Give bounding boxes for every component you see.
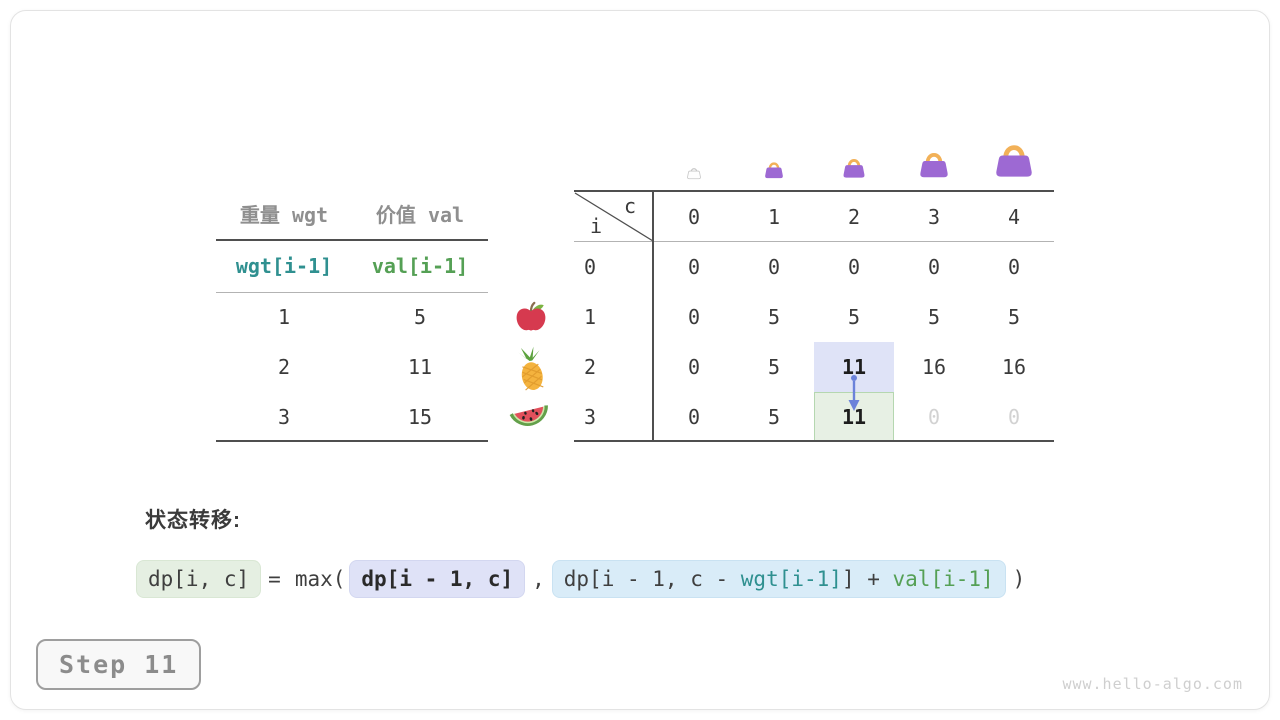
item-3-value: 15 [407, 405, 433, 429]
dp-col-header-1: 1 [767, 205, 781, 229]
item-1-weight: 1 [277, 305, 291, 329]
pineapple-icon [508, 341, 554, 397]
dp-cell-r3c1: 5 [767, 405, 781, 429]
dp-cell-r1c4: 5 [1007, 305, 1021, 329]
items-var-wgt: wgt[i-1] [235, 254, 333, 278]
dp-cell-r2c1: 5 [767, 355, 781, 379]
bag-medium-icon [841, 155, 867, 180]
items-var-val: val[i-1] [371, 254, 469, 278]
formula-arg2-box: dp[i - 1, c - wgt[i-1]] + val[i-1] [551, 560, 1006, 598]
transition-formula: dp[i, c] = max( dp[i - 1, c] , dp[i - 1,… [136, 558, 1032, 600]
bag-small-icon [763, 159, 785, 180]
dp-table-top-rule [574, 190, 1054, 192]
dp-cell-r2c3: 16 [921, 355, 947, 379]
transition-arrow-icon [846, 374, 862, 412]
dp-row-header-3: 3 [583, 405, 597, 429]
dp-col-var: c [623, 194, 636, 218]
items-table-top-rule [216, 239, 488, 241]
formula-close-paren: ) [1012, 567, 1026, 591]
dp-col-header-0: 0 [687, 205, 701, 229]
dp-cell-r3c3: 0 [927, 405, 941, 429]
dp-cell-r0c0: 0 [687, 255, 701, 279]
item-1-value: 5 [413, 305, 427, 329]
dp-cell-r3c0: 0 [687, 405, 701, 429]
formula-arg2-prefix: dp[i - 1, c - [563, 567, 741, 591]
dp-table-vertical-rule [652, 190, 654, 442]
formula-arg2-val: val[i-1] [892, 567, 994, 591]
diagonal-divider-icon [574, 192, 654, 242]
bag-ghost-icon [686, 165, 702, 180]
formula-lhs-box: dp[i, c] [136, 560, 262, 598]
items-table: 重量 wgt 价值 val wgt[i-1] val[i-1] 1 5 2 11… [216, 186, 488, 442]
bag-large-icon [917, 148, 951, 180]
item-2-value: 11 [407, 355, 433, 379]
transition-label: 状态转移: [145, 509, 241, 532]
bag-xlarge-icon [992, 139, 1036, 180]
dp-cell-r1c3: 5 [927, 305, 941, 329]
step-badge: Step 11 [36, 639, 202, 690]
item-2-weight: 2 [277, 355, 291, 379]
dp-row-var: i [590, 214, 603, 238]
apple-icon [513, 300, 549, 336]
dp-cell-r0c2: 0 [847, 255, 861, 279]
dp-cell-r2c0: 0 [687, 355, 701, 379]
dp-cell-r3c4: 0 [1007, 405, 1021, 429]
items-table-bottom-rule [216, 440, 488, 442]
dp-cell-r1c2: 5 [847, 305, 861, 329]
dp-row-header-0: 0 [583, 255, 597, 279]
formula-arg2-middle: ] + [841, 567, 893, 591]
dp-cell-r0c1: 0 [767, 255, 781, 279]
dp-cell-r1c1: 5 [767, 305, 781, 329]
dp-col-header-3: 3 [927, 205, 941, 229]
formula-equals: = [268, 567, 281, 591]
dp-table: c i 0 1 2 3 4 0 0 0 0 0 0 1 0 5 5 5 5 2 … [574, 192, 1054, 442]
formula-arg2-wgt: wgt[i-1] [740, 567, 842, 591]
formula-arg1-box: dp[i - 1, c] [349, 560, 526, 598]
watermelon-icon [506, 397, 557, 441]
items-table-mid-rule [216, 292, 488, 293]
dp-cell-r1c0: 0 [687, 305, 701, 329]
formula-comma: , [532, 567, 545, 591]
dp-cell-r0c4: 0 [1007, 255, 1021, 279]
item-3-weight: 3 [277, 405, 291, 429]
formula-max-open: max( [294, 567, 346, 591]
dp-table-bottom-rule [574, 440, 1054, 442]
items-col-header-value: 价值 val [375, 202, 465, 227]
watermark: www.hello-algo.com [1062, 675, 1243, 693]
dp-cell-r0c3: 0 [927, 255, 941, 279]
dp-col-header-4: 4 [1007, 205, 1021, 229]
dp-table-header-rule [574, 241, 1054, 242]
dp-row-header-1: 1 [583, 305, 597, 329]
dp-row-header-2: 2 [583, 355, 597, 379]
items-col-header-weight: 重量 wgt [239, 202, 329, 227]
dp-cell-r2c4: 16 [1001, 355, 1027, 379]
dp-col-header-2: 2 [847, 205, 861, 229]
dp-corner-cell: c i [574, 192, 654, 242]
